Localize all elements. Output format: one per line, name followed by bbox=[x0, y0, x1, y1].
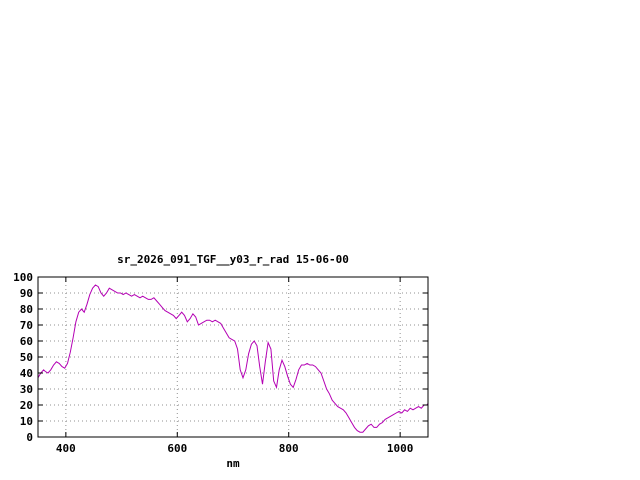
grid-lines bbox=[38, 276, 428, 438]
y-tick-label: 80 bbox=[20, 303, 33, 316]
x-tick-label: 1000 bbox=[387, 442, 414, 455]
data-line bbox=[37, 284, 429, 433]
x-axis-label: nm bbox=[226, 457, 240, 470]
y-tick-label: 100 bbox=[13, 271, 33, 284]
plot-area-border bbox=[37, 276, 429, 438]
chart-title: sr_2026_091_TGF__y03_r_rad 15-06-00 bbox=[117, 253, 349, 266]
spectral-response-curve bbox=[37, 284, 429, 433]
y-tick-label: 50 bbox=[20, 351, 33, 364]
y-axis-tick-labels: 0 10 20 30 40 50 60 70 80 90 100 bbox=[13, 271, 33, 444]
y-tick-label: 90 bbox=[20, 287, 33, 300]
y-tick-label: 0 bbox=[26, 431, 33, 444]
x-axis-tick-labels: 400 600 800 1000 bbox=[56, 442, 413, 455]
y-tick-label: 30 bbox=[20, 383, 33, 396]
y-tick-label: 40 bbox=[20, 367, 33, 380]
x-tick-label: 600 bbox=[167, 442, 187, 455]
y-tick-label: 70 bbox=[20, 319, 33, 332]
x-tick-label: 800 bbox=[279, 442, 299, 455]
x-tick-label: 400 bbox=[56, 442, 76, 455]
axis-ticks bbox=[38, 276, 428, 438]
y-tick-label: 10 bbox=[20, 415, 33, 428]
y-tick-label: 20 bbox=[20, 399, 33, 412]
y-tick-label: 60 bbox=[20, 335, 33, 348]
